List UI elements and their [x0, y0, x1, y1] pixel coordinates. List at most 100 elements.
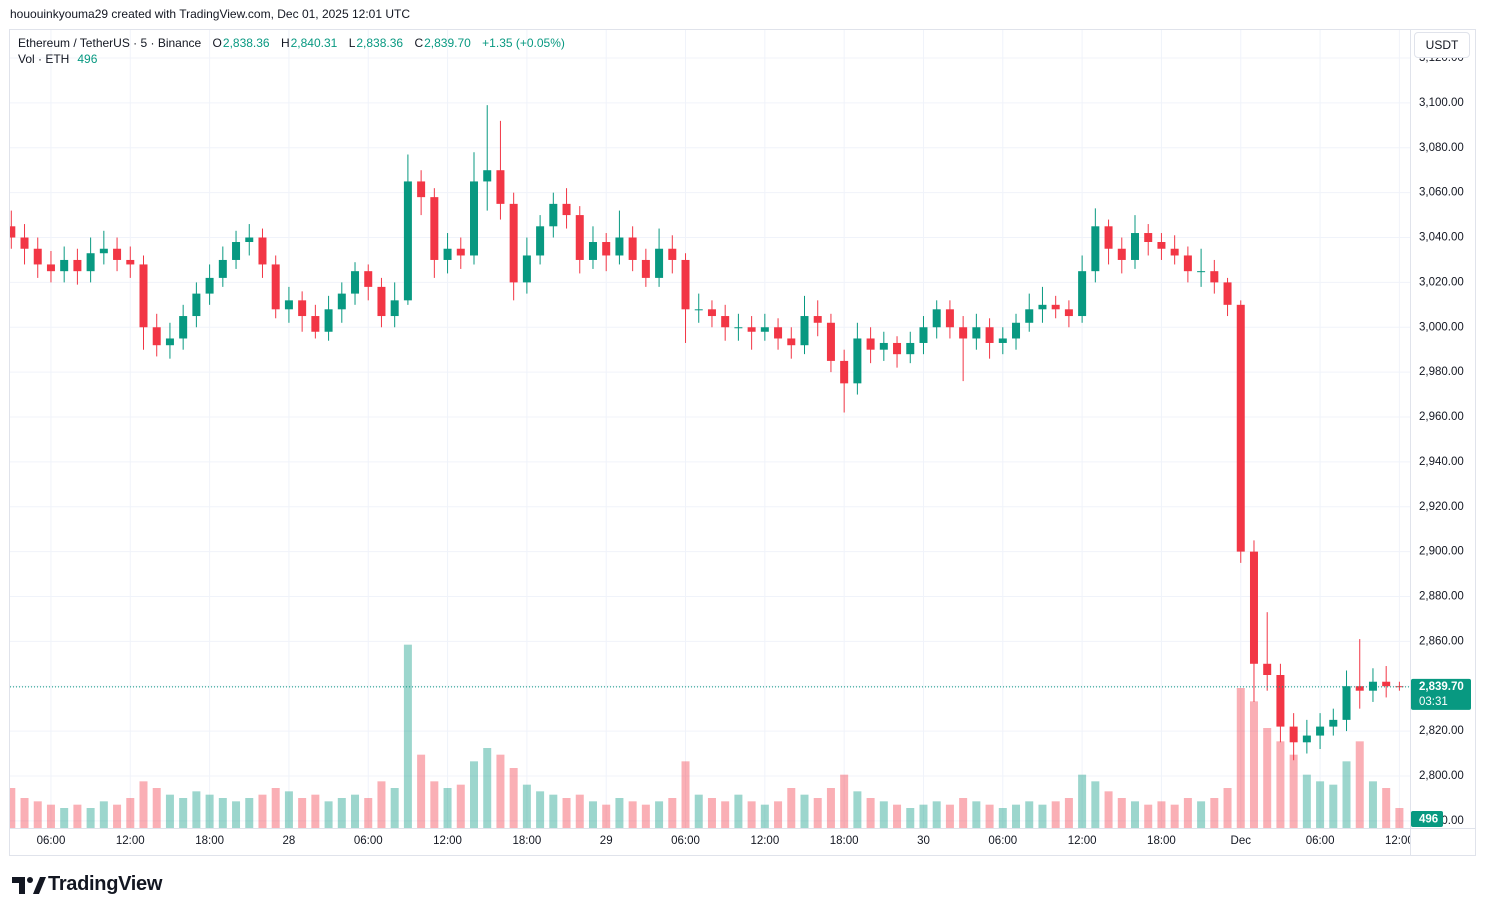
volume-bar	[10, 788, 16, 828]
volume-bar	[681, 761, 690, 828]
volume-bar	[615, 798, 624, 828]
volume-bar	[1368, 781, 1377, 828]
chart-frame	[9, 29, 1476, 856]
y-tick-label: 3,020.00	[1419, 276, 1464, 288]
currency-button[interactable]: USDT	[1414, 32, 1470, 58]
volume-bar	[152, 788, 161, 828]
candle-body	[919, 327, 928, 343]
volume-bar	[800, 794, 809, 828]
volume-bar	[1395, 808, 1404, 828]
candle-body	[893, 342, 902, 355]
candle-body	[1183, 255, 1192, 272]
candle-body	[1342, 686, 1351, 720]
volume-bar	[470, 761, 478, 828]
volume-bar	[1210, 798, 1219, 828]
candle-body	[694, 309, 703, 311]
volume-bar	[945, 804, 954, 828]
volume-bar	[1078, 774, 1087, 828]
last-price-badge	[1411, 678, 1471, 710]
candle-body	[1276, 674, 1285, 727]
candle-body	[562, 203, 571, 216]
axis-badges: 2,839.70 03:31 496	[1411, 678, 1471, 827]
candle-body	[483, 170, 492, 182]
candle-body	[774, 327, 783, 339]
volume-bar	[641, 804, 650, 828]
volume-bar	[113, 804, 122, 828]
candle-body	[298, 300, 307, 317]
candle-body	[218, 259, 227, 278]
candle-body	[46, 264, 55, 272]
volume-bar	[1302, 774, 1311, 828]
volume-bar	[403, 644, 412, 828]
volume-bar	[747, 801, 756, 828]
ohlc-row: Ethereum / TetherUS · 5 · Binance O2,838…	[18, 35, 566, 51]
candle-body	[721, 316, 730, 328]
candle-body	[1104, 226, 1113, 249]
candle-body	[1117, 248, 1126, 260]
candle-body	[284, 300, 293, 310]
low-value: 2,838.36	[356, 36, 404, 50]
candle-body	[337, 293, 346, 310]
volume-bar	[972, 801, 981, 828]
volume-bar	[496, 754, 505, 828]
volume-bar	[1316, 781, 1325, 828]
volume-bar	[575, 794, 584, 828]
volume-bar	[694, 794, 703, 828]
volume-bar	[1144, 804, 1153, 828]
x-tick-label: 12:00	[116, 835, 145, 847]
candle-body	[126, 259, 135, 265]
volume-bar	[20, 798, 29, 828]
volume-bar	[311, 794, 320, 828]
candle-body	[1382, 681, 1391, 687]
candle-body	[588, 242, 597, 260]
volume-bar	[218, 798, 227, 828]
candle-body	[1236, 304, 1245, 552]
candle-body	[575, 215, 584, 260]
candle-body	[1223, 282, 1232, 305]
candle-body	[113, 248, 122, 260]
close-value: 2,839.70	[424, 36, 471, 50]
y-tick-label: 2,940.00	[1419, 456, 1464, 468]
volume-bar	[351, 794, 360, 828]
x-tick-label: 29	[600, 835, 613, 847]
volume-bar	[258, 794, 267, 828]
volume-bar	[1091, 781, 1100, 828]
y-tick-label: 3,060.00	[1419, 187, 1464, 199]
candle-body	[1131, 233, 1139, 260]
volume-row: Vol · ETH 496	[18, 51, 566, 67]
y-tick-label: 2,880.00	[1419, 591, 1464, 603]
candle-body	[760, 327, 769, 332]
volume-badge	[1411, 811, 1443, 827]
countdown-label: 03:31	[1419, 696, 1448, 708]
close-label: C	[414, 36, 424, 50]
candle-body	[192, 293, 201, 317]
volume-bar	[337, 798, 346, 828]
y-tick-label: 2,800.00	[1419, 770, 1464, 782]
volume-bar	[602, 804, 611, 828]
symbol-title: Ethereum / TetherUS · 5 · Binance	[18, 36, 202, 50]
candle-body	[390, 300, 399, 317]
y-tick-label: 2,900.00	[1419, 546, 1464, 558]
high-label: H	[280, 36, 290, 50]
candle-body	[1355, 686, 1364, 691]
x-tick-label: 12:00	[1385, 835, 1414, 847]
candle-body	[456, 248, 465, 256]
candle-body	[1038, 304, 1047, 310]
candle-body	[985, 327, 994, 343]
x-tick-label: Dec	[1231, 835, 1252, 847]
volume-bar	[430, 781, 439, 828]
volume-bar	[774, 801, 783, 828]
candle-body	[734, 327, 743, 329]
volume-bar	[998, 808, 1007, 828]
volume-bar	[879, 801, 888, 828]
volume-bar	[760, 804, 769, 828]
brand-name: TradingView	[48, 873, 163, 895]
x-tick-label: 12:00	[750, 835, 779, 847]
volume-bar	[1012, 804, 1021, 828]
candle-body	[536, 226, 545, 256]
x-tick-label: 06:00	[671, 835, 700, 847]
volume-bar	[443, 788, 452, 828]
candle-body	[813, 316, 822, 323]
volume-bar	[1104, 791, 1113, 828]
